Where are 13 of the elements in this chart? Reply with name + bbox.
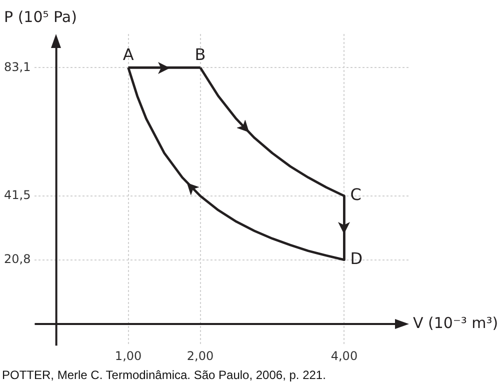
annotation: A: [122, 44, 134, 64]
text: POTTER, Merle C. Termodinâmica. São Paulo, 2006, p. 221.: [1, 368, 327, 382]
x-tick-label: 4,00: [330, 348, 358, 363]
annotation: C: [350, 185, 362, 204]
x-tick-label: 1,00: [114, 348, 142, 363]
y-tick-label: 41,5: [4, 188, 31, 202]
y-axis-title: P (10⁵ Pa): [4, 8, 77, 26]
x-axis-title: V (10⁻³ m³): [413, 314, 498, 332]
y-tick-label: 83,1: [4, 60, 31, 74]
x-tick-label: 2,00: [186, 348, 214, 363]
annotation: D: [350, 248, 363, 268]
annotation: B: [194, 44, 206, 64]
y-tick-label: 20,8: [4, 252, 31, 266]
